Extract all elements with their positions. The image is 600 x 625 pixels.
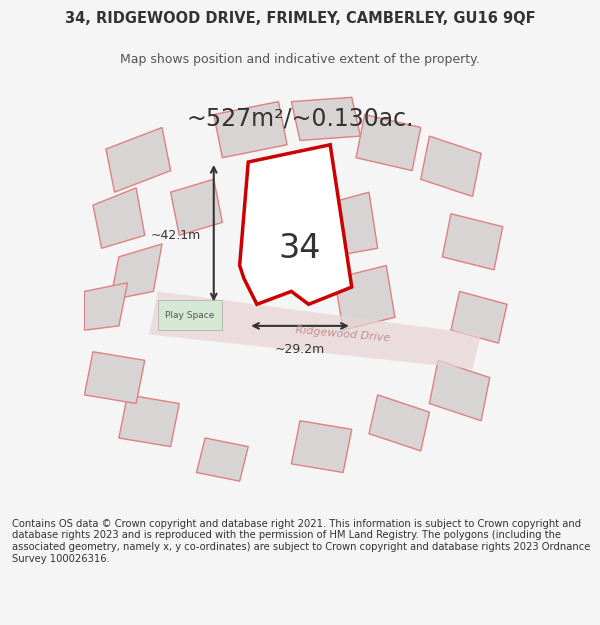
- Polygon shape: [149, 291, 481, 369]
- Polygon shape: [158, 300, 223, 330]
- Polygon shape: [335, 266, 395, 330]
- Polygon shape: [170, 179, 223, 235]
- Polygon shape: [322, 192, 377, 257]
- Polygon shape: [430, 361, 490, 421]
- Text: Contains OS data © Crown copyright and database right 2021. This information is : Contains OS data © Crown copyright and d…: [12, 519, 590, 564]
- Polygon shape: [93, 188, 145, 248]
- Polygon shape: [119, 395, 179, 447]
- Text: ~527m²/~0.130ac.: ~527m²/~0.130ac.: [186, 107, 414, 131]
- Polygon shape: [106, 127, 170, 192]
- Text: 34: 34: [279, 232, 321, 265]
- Polygon shape: [85, 282, 128, 330]
- Polygon shape: [292, 421, 352, 472]
- Polygon shape: [421, 136, 481, 196]
- Polygon shape: [239, 145, 352, 304]
- Text: Play Space: Play Space: [166, 311, 215, 319]
- Text: ~42.1m: ~42.1m: [151, 229, 201, 242]
- Text: Ridgewood Drive: Ridgewood Drive: [295, 326, 391, 344]
- Polygon shape: [451, 291, 507, 343]
- Polygon shape: [356, 114, 421, 171]
- Polygon shape: [85, 352, 145, 404]
- Polygon shape: [442, 214, 503, 270]
- Polygon shape: [197, 438, 248, 481]
- Polygon shape: [214, 102, 287, 158]
- Text: ~29.2m: ~29.2m: [275, 343, 325, 356]
- Polygon shape: [292, 98, 361, 141]
- Polygon shape: [110, 244, 162, 300]
- Text: Map shows position and indicative extent of the property.: Map shows position and indicative extent…: [120, 52, 480, 66]
- Text: 34, RIDGEWOOD DRIVE, FRIMLEY, CAMBERLEY, GU16 9QF: 34, RIDGEWOOD DRIVE, FRIMLEY, CAMBERLEY,…: [65, 11, 535, 26]
- Polygon shape: [369, 395, 430, 451]
